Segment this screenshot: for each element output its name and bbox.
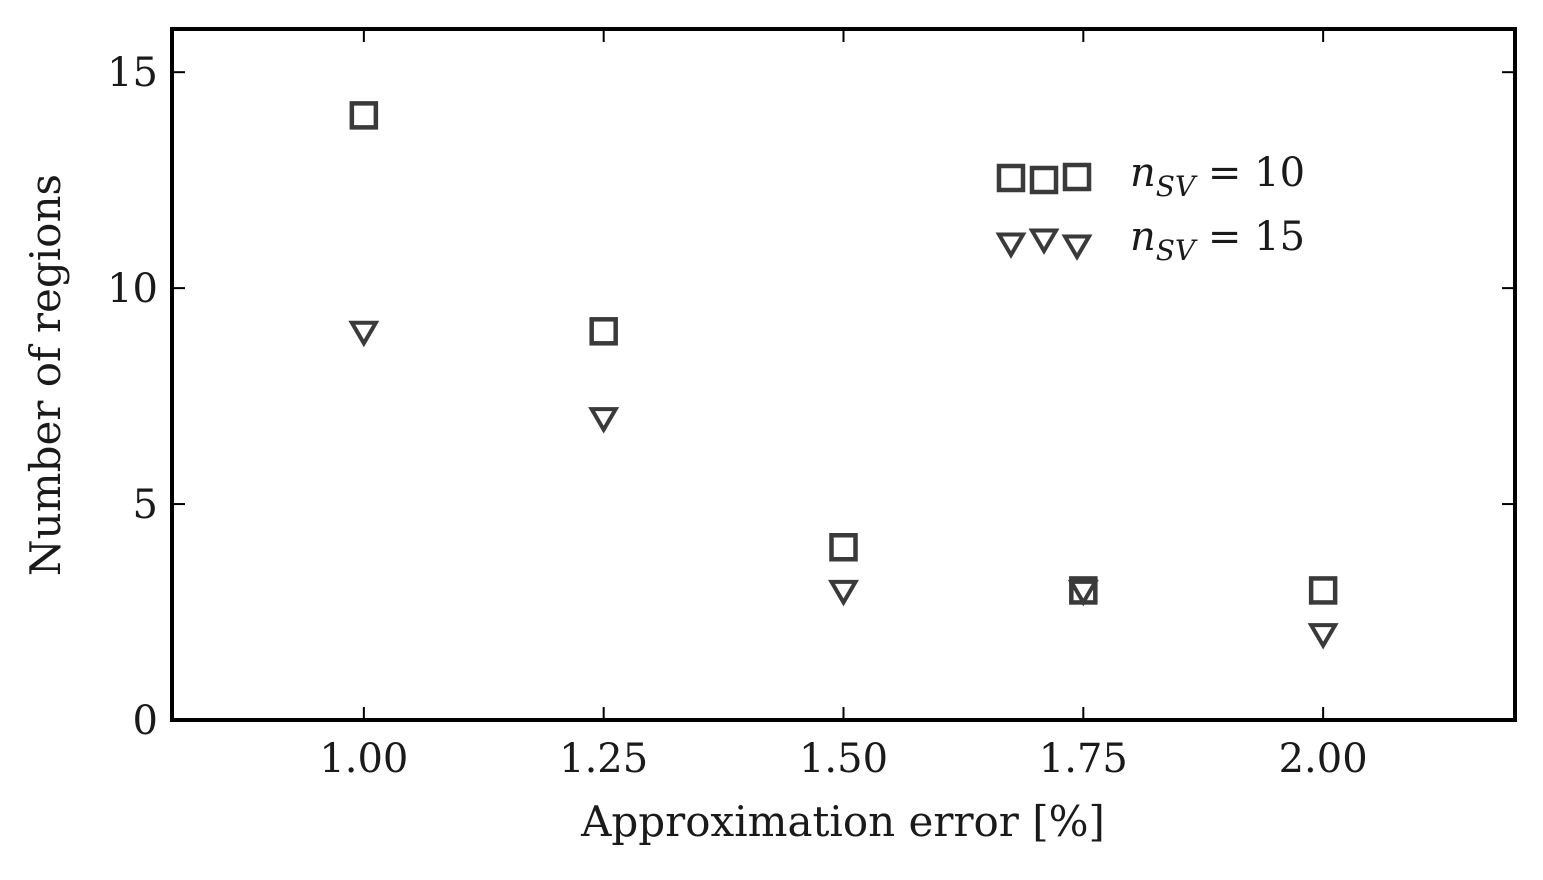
y-tick-label: 15 xyxy=(107,50,158,96)
legend-label-series-2: nSV = 15 xyxy=(1130,214,1305,267)
plot-frame xyxy=(170,27,1517,722)
data-point-series-2 xyxy=(1067,579,1099,607)
data-point-series-1 xyxy=(589,317,618,346)
x-tick-label: 2.00 xyxy=(1279,736,1368,782)
x-tick-label: 1.50 xyxy=(799,736,888,782)
axis-ticks: 1.00 1.25 1.50 1.75 2.00 0 5 10 15 xyxy=(107,29,1515,782)
data-point-series-2 xyxy=(1307,623,1339,650)
x-axis-label: Approximation error [%] xyxy=(580,797,1105,846)
data-point-series-2 xyxy=(588,407,620,434)
legend-marker-series-2 xyxy=(1061,234,1093,261)
y-tick-label: 10 xyxy=(107,266,158,312)
legend-marker-series-2 xyxy=(995,232,1027,259)
y-axis-label: Number of regions xyxy=(21,174,70,576)
legend-marker-series-1 xyxy=(1029,165,1059,195)
data-point-series-1 xyxy=(829,533,858,562)
data-point-series-1 xyxy=(349,101,379,130)
legend-label-series-1: nSV = 10 xyxy=(1130,150,1305,203)
x-tick-label: 1.25 xyxy=(559,736,648,782)
data-point-series-2 xyxy=(828,579,859,607)
legend-marker-series-1 xyxy=(996,163,1026,193)
legend-marker-series-2 xyxy=(1028,228,1060,255)
x-tick-label: 1.75 xyxy=(1039,736,1128,782)
x-tick-label: 1.00 xyxy=(319,736,408,782)
legend: nSV = 10 nSV = 15 xyxy=(995,150,1305,267)
y-tick-label: 5 xyxy=(133,482,158,528)
data-point-series-1 xyxy=(1308,576,1338,605)
plot-marks xyxy=(348,101,1339,650)
y-tick-label: 0 xyxy=(133,698,158,744)
legend-marker-series-1 xyxy=(1062,162,1092,192)
data-point-series-2 xyxy=(348,320,380,348)
